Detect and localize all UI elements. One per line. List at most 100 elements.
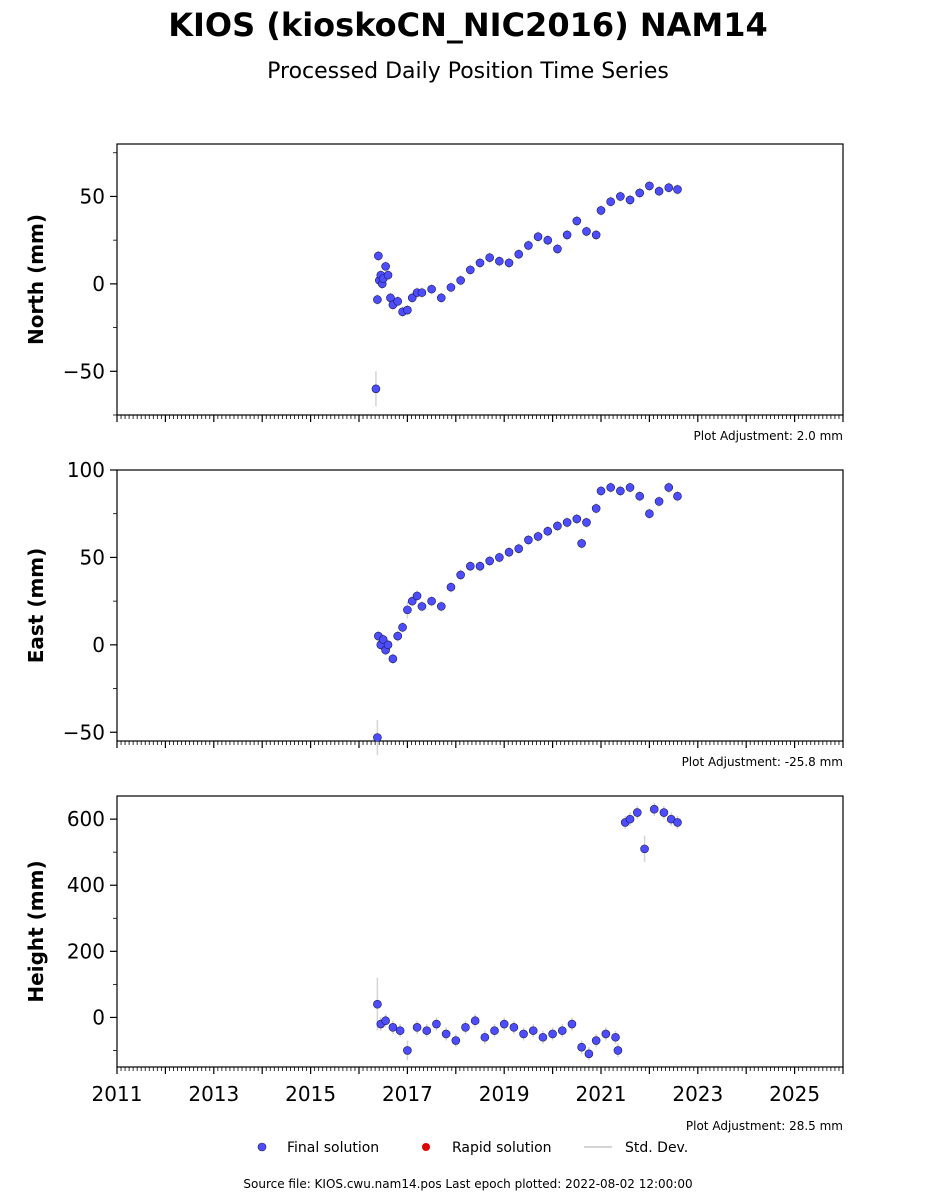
data-point (422, 1026, 432, 1035)
data-point (417, 602, 427, 611)
data-point (374, 251, 383, 261)
y-tick-label: 50 (80, 545, 105, 569)
data-point (673, 491, 682, 501)
data-point (393, 297, 403, 306)
data-point (381, 262, 390, 271)
data-point (611, 1032, 620, 1042)
data-point (654, 497, 664, 506)
data-point (596, 206, 606, 215)
data-point (395, 1026, 405, 1035)
panel-2: −50 0 50 100 East (mm) Plot Adjustment: -25.8… (24, 458, 844, 769)
data-point (403, 1046, 412, 1055)
y-tick-label: 50 (80, 184, 105, 208)
data-point (664, 483, 674, 492)
data-point (673, 818, 682, 827)
legend-final-label: Final solution (287, 1140, 379, 1156)
data-point (427, 284, 436, 294)
data-point (504, 547, 514, 557)
data-point (490, 1026, 499, 1035)
data-point (664, 183, 674, 193)
data-point (446, 582, 456, 592)
y-tick-label: 600 (67, 807, 105, 831)
final-solution-points (371, 181, 682, 394)
data-point (659, 808, 669, 817)
data-point (388, 654, 398, 664)
data-point (466, 265, 475, 275)
x-tick-label: 2025 (769, 1082, 820, 1106)
data-point (635, 491, 645, 501)
stddev-bars (376, 802, 679, 1061)
data-point (509, 1023, 519, 1032)
y-tick-label: 200 (67, 939, 105, 963)
data-point (606, 197, 615, 206)
data-point (613, 1046, 623, 1055)
data-point (572, 216, 582, 226)
data-point (407, 596, 417, 606)
data-point (596, 486, 606, 496)
y-tick-label: −50 (63, 359, 105, 383)
legend-rapid-label: Rapid solution (452, 1140, 552, 1156)
data-point (524, 535, 533, 545)
final-solution-points (373, 483, 682, 742)
y-tick-label: 100 (67, 458, 105, 482)
data-point (538, 1032, 548, 1042)
data-point (649, 804, 659, 814)
data-point (417, 288, 427, 297)
data-point (635, 188, 645, 198)
data-point (378, 635, 388, 644)
y-tick-label: −50 (63, 720, 105, 744)
data-point (373, 733, 382, 742)
data-point (403, 605, 412, 615)
data-point (393, 631, 403, 641)
legend-rapid-marker (422, 1143, 430, 1151)
data-point (407, 293, 417, 303)
data-point (528, 1026, 538, 1035)
data-point (371, 384, 381, 394)
data-point (572, 514, 582, 524)
data-point (582, 518, 591, 527)
data-point (388, 1023, 398, 1032)
data-point (616, 192, 625, 201)
data-point (403, 305, 412, 315)
x-tick-label: 2015 (285, 1082, 336, 1106)
data-point (432, 1019, 441, 1029)
legend-stddev-label: Std. Dev. (625, 1140, 688, 1156)
plot-adjustment: Plot Adjustment: -25.8 mm (682, 755, 843, 769)
data-point (475, 258, 485, 268)
data-point (436, 602, 446, 611)
data-point (562, 518, 572, 527)
data-point (557, 1026, 567, 1035)
data-point (524, 241, 533, 250)
data-point (543, 235, 553, 245)
figure-subtitle: Processed Daily Position Time Series (267, 59, 669, 84)
data-point (470, 1016, 480, 1026)
data-point (533, 532, 543, 541)
data-point (625, 814, 635, 824)
y-axis-label: Height (mm) (24, 860, 48, 1002)
source-note: Source file: KIOS.cwu.nam14.pos Last epo… (243, 1177, 692, 1191)
data-point (446, 283, 456, 292)
data-point (591, 1036, 601, 1045)
data-point (480, 1032, 490, 1042)
x-tick-label: 2011 (92, 1082, 143, 1106)
x-tick-label: 2023 (672, 1082, 723, 1106)
panel-3: 0 200 400 600 Height (mm) Plot Adjustment: 28… (24, 795, 844, 1133)
x-tick-label: 2019 (479, 1082, 530, 1106)
data-point (601, 1029, 611, 1039)
data-point (495, 256, 504, 266)
x-tick-label: 2013 (188, 1082, 239, 1106)
data-point (543, 526, 553, 536)
data-point (412, 591, 422, 601)
data-point (475, 561, 485, 571)
data-point (645, 181, 654, 191)
data-point (441, 1029, 451, 1039)
data-point (495, 553, 504, 562)
data-point (485, 253, 494, 262)
data-point (654, 186, 664, 196)
data-point (412, 1023, 422, 1032)
data-point (577, 1042, 586, 1052)
data-point (553, 244, 562, 254)
data-point (373, 999, 382, 1009)
